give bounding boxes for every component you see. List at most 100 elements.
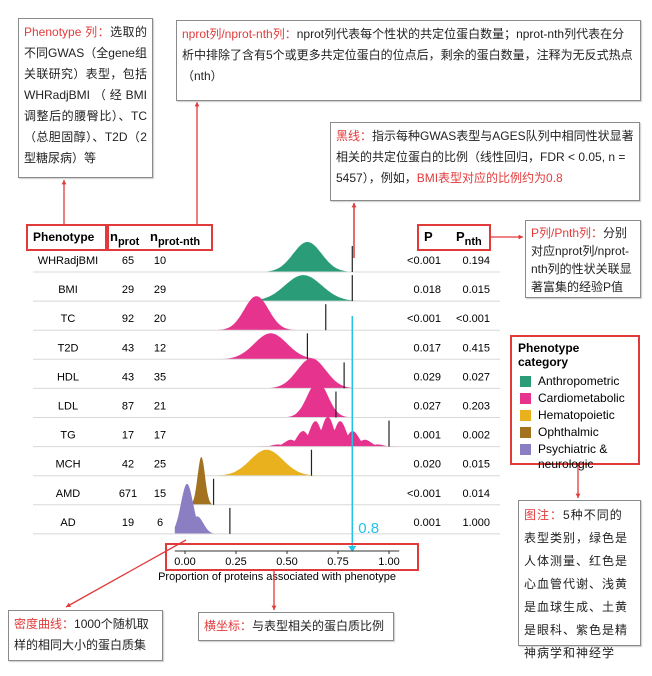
nprot-value: 42: [122, 459, 134, 471]
nprot-nth-value: 25: [154, 459, 166, 471]
density-curve: [174, 483, 400, 534]
row-LDL: LDL 87 21 0.027 0.203: [33, 381, 500, 418]
pnth-value: 0.015: [462, 284, 490, 296]
phenotype-label: MCH: [55, 459, 80, 471]
row-BMI: BMI 29 29 0.018 0.015: [33, 275, 500, 302]
legend-label: Cardiometabolic: [538, 391, 625, 405]
p-value: 0.018: [413, 284, 441, 296]
arrowhead: [66, 602, 71, 607]
cyan-value-label: 0.8: [358, 520, 379, 537]
nprot-header-highlight: [107, 224, 213, 251]
phenotype-annotation: Phenotype 列：选取的不同GWAS（全gene组关联研究）表型，包括WH…: [18, 18, 153, 178]
nprot-value: 17: [122, 430, 134, 442]
p-value: 0.027: [413, 401, 441, 413]
p-value: 0.020: [413, 459, 441, 471]
legend-swatch: [520, 376, 531, 387]
phenotype-label: WHRadjBMI: [38, 255, 99, 267]
phenotype-label: TC: [61, 313, 76, 325]
density-curve: [174, 449, 400, 476]
phenotype-label: TG: [60, 430, 75, 442]
p-value: 0.029: [413, 371, 441, 383]
nprot-value: 92: [122, 313, 134, 325]
legend-swatch: [520, 444, 531, 455]
density-curve: [174, 457, 400, 505]
header-nprot-nth: nprot-nth: [150, 229, 200, 248]
phenotype-label: LDL: [58, 401, 78, 413]
legend-note-annotation: 图注：5种不同的表型类别，绿色是人体测量、红色是心血管代谢、浅黄是血球生成、土黄…: [518, 500, 641, 660]
nprot-value: 43: [122, 342, 134, 354]
row-AMD: AMD 671 15 <0.001 0.014: [33, 457, 500, 506]
pnth-value: 1.000: [462, 517, 490, 529]
arrowhead: [351, 203, 357, 208]
nprot-nth-value: 20: [154, 313, 166, 325]
pnth-value: 0.027: [462, 371, 490, 383]
header-nprot: nprot: [110, 229, 140, 248]
nprot-value: 671: [119, 488, 137, 500]
pnth-value: 0.014: [462, 488, 490, 500]
pnth-value: 0.415: [462, 342, 490, 354]
x-tick-label: 0.25: [225, 556, 246, 568]
density-curve: [174, 242, 400, 272]
pnth-value: 0.203: [462, 401, 490, 413]
x-tick-label: 1.00: [378, 556, 399, 568]
legend-item: Ophthalmic: [518, 425, 632, 440]
header-phenotype: Phenotype: [33, 230, 95, 244]
legend-label: Ophthalmic: [538, 425, 599, 439]
x-axis: 0.00 0.25 0.50 0.75 1.00 Proportion of protei…: [158, 550, 400, 583]
legend-item: Anthropometric: [518, 374, 632, 389]
x-tick-label: 0.00: [174, 556, 195, 568]
nprot-nth-value: 21: [154, 401, 166, 413]
phenotype-label: T2D: [58, 342, 79, 354]
legend-item: Hematopoietic: [518, 408, 632, 423]
legend-item: Cardiometabolic: [518, 391, 632, 406]
legend-swatch: [520, 410, 531, 421]
arrowhead: [518, 234, 523, 240]
p-value: <0.001: [407, 488, 441, 500]
phenotype-category-legend: Phenotype category Anthropometric Cardiom…: [510, 335, 640, 471]
legend-label: Psychiatric & neurologic: [538, 442, 608, 471]
density-annotation: 密度曲线：1000个随机取样的相同大小的蛋白质集: [8, 610, 163, 661]
nprot-value: 19: [122, 517, 134, 529]
black-line-annotation: 黑线：指示每种GWAS表型与AGES队列中相同性状显著相关的共定位蛋白的比例（线…: [330, 122, 640, 201]
nprot-nth-value: 10: [154, 255, 166, 267]
x-tick-label: 0.75: [327, 556, 348, 568]
phenotype-header-highlight: [26, 224, 107, 251]
row-MCH: MCH 42 25 0.020 0.015: [33, 449, 500, 477]
row-WHRadjBMI: WHRadjBMI 65 10 <0.001 0.194: [33, 242, 500, 273]
phenotype-label: HDL: [57, 371, 79, 383]
nprot-nth-value: 35: [154, 371, 166, 383]
nprot-nth-value: 29: [154, 284, 166, 296]
pnth-value: 0.194: [462, 255, 490, 267]
nprot-nth-value: 12: [154, 342, 166, 354]
p-value: 0.001: [413, 430, 441, 442]
pnth-value: 0.015: [462, 459, 490, 471]
p-value: 0.001: [413, 517, 441, 529]
density-curve: [174, 358, 400, 389]
x-tick-label: 0.50: [276, 556, 297, 568]
row-TC: TC 92 20 <0.001 <0.001: [33, 296, 500, 331]
nprot-value: 43: [122, 371, 134, 383]
header-p: P: [424, 229, 433, 244]
nprot-nth-value: 17: [154, 430, 166, 442]
row-TG: TG 17 17 0.001 0.002: [33, 416, 500, 448]
nprot-nth-value: 15: [154, 488, 166, 500]
nprot-value: 29: [122, 284, 134, 296]
nprot-nth-value: 6: [157, 517, 163, 529]
x-axis-highlight: [165, 543, 419, 571]
cyan-arrowhead: [348, 546, 357, 552]
arrowhead: [271, 605, 277, 610]
nprot-value: 65: [122, 255, 134, 267]
p-header-highlight: [417, 224, 491, 251]
density-curve: [174, 275, 400, 302]
p-value: <0.001: [407, 255, 441, 267]
row-HDL: HDL 43 35 0.029 0.027: [33, 358, 500, 389]
arrowhead: [194, 102, 200, 107]
legend-item: Psychiatric & neurologic: [518, 442, 632, 472]
phenotype-label: AMD: [56, 488, 81, 500]
legend-title: Phenotype category: [518, 341, 580, 369]
density-curve: [174, 333, 400, 360]
p-column-annotation: P列/Pnth列：分别对应nprot列/nprot-nth列的性状关联显著富集的…: [525, 220, 641, 298]
legend-swatch: [520, 393, 531, 404]
